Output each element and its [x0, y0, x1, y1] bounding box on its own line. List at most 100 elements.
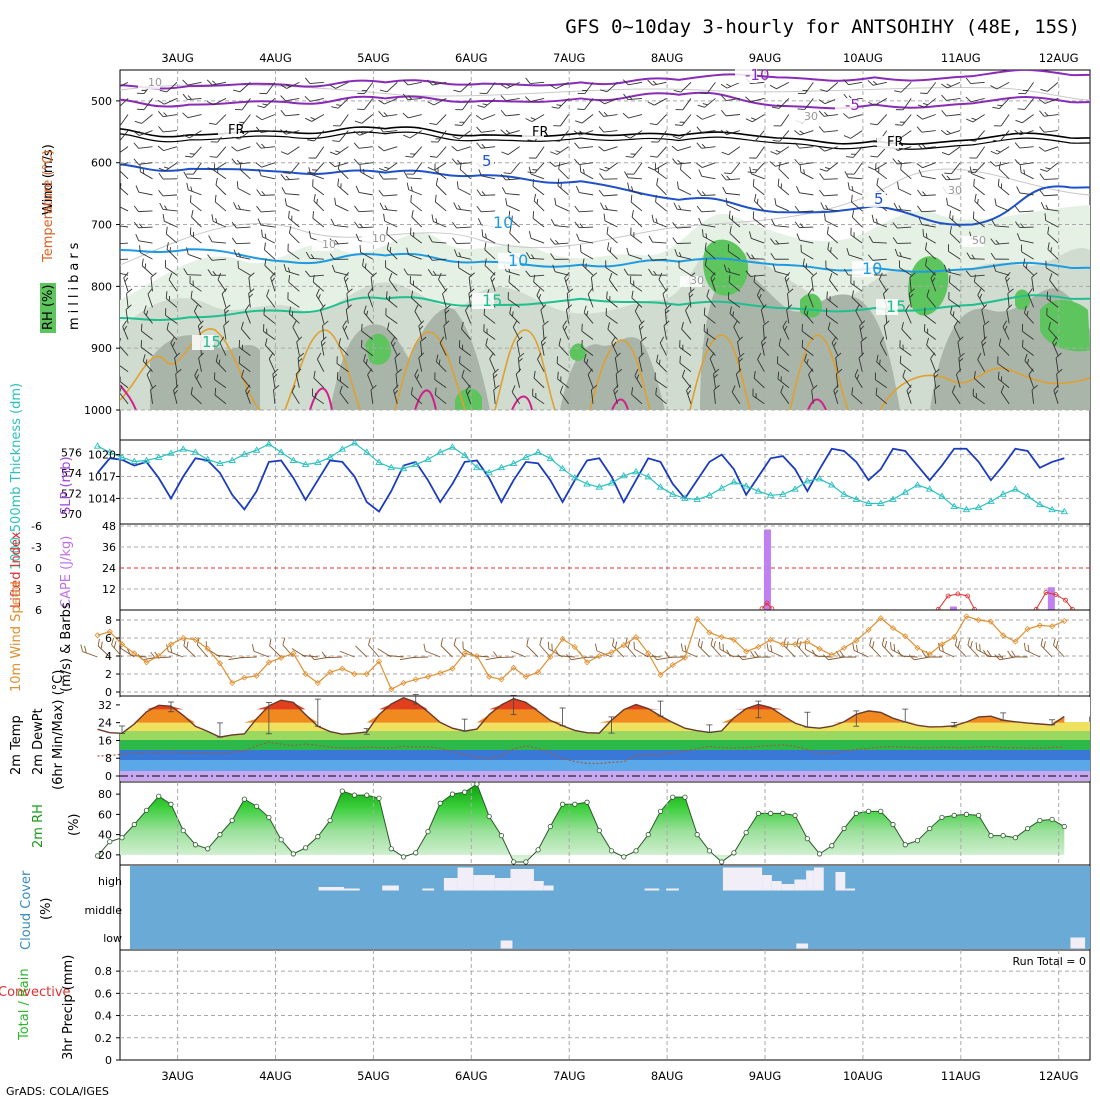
barb-flag	[190, 387, 193, 395]
wind-barb	[782, 320, 790, 340]
barb-shaft	[358, 226, 373, 229]
barb-shaft	[633, 162, 643, 175]
barb-shaft	[811, 389, 814, 404]
barb-flag	[647, 79, 654, 86]
barb-flag	[379, 89, 388, 93]
barb-flag	[536, 198, 539, 204]
barb-shaft	[902, 98, 912, 111]
wind-barb	[451, 146, 471, 152]
wind-speed-point	[510, 664, 517, 671]
wind-speed-point	[828, 652, 835, 659]
li-point	[965, 593, 971, 599]
barb-flag	[599, 168, 607, 172]
wind-barb	[749, 146, 765, 159]
wind-barb	[552, 130, 569, 142]
barb-shaft	[188, 189, 202, 196]
wind-barb	[703, 324, 716, 340]
barb-shaft	[775, 162, 789, 167]
barb-flag	[280, 174, 286, 181]
precip-grid	[120, 950, 1090, 1060]
barb-flag	[672, 237, 678, 244]
barb-flag	[623, 93, 629, 100]
wind-barb	[231, 146, 251, 152]
barb-flag	[777, 178, 780, 186]
barb-flag	[780, 183, 782, 189]
barb-flag	[851, 387, 854, 395]
barb-shaft	[253, 650, 270, 658]
barb-shaft	[217, 279, 227, 292]
barb-flag	[745, 118, 753, 123]
barb-flag	[532, 211, 535, 219]
barb-shaft	[908, 293, 912, 308]
barb-flag	[361, 340, 363, 348]
temp-hot-fill	[97, 697, 1065, 723]
barb-flag	[406, 247, 409, 255]
barb-flag	[728, 292, 730, 300]
thickness-point	[448, 443, 457, 450]
wind-barb	[256, 205, 275, 213]
bottom-date-label: 4AUG	[259, 1069, 292, 1083]
barb-shaft	[241, 328, 251, 340]
wind-barb	[956, 368, 962, 388]
tick-label: 8	[105, 752, 112, 765]
barb-flag	[649, 123, 657, 126]
barb-flag	[577, 108, 585, 110]
barb-shaft	[163, 114, 178, 118]
wind-barb	[158, 190, 178, 197]
isotherm--10	[120, 70, 1090, 90]
contour-label: 30	[690, 274, 704, 287]
bottom-date-label: 12AUG	[1039, 1069, 1079, 1083]
barb-shaft	[1027, 294, 1035, 308]
wind-barb	[183, 268, 202, 276]
barb-shaft	[312, 217, 325, 228]
rh-point	[388, 846, 394, 852]
barb-flag	[798, 640, 802, 649]
rh-point	[266, 814, 272, 821]
wind-barb	[656, 177, 667, 196]
barb-flag	[485, 233, 487, 239]
rh-shading	[120, 84, 1090, 411]
thickness-point	[558, 464, 567, 472]
rh-legend-swatch	[40, 283, 56, 333]
contour-label: 10	[493, 213, 513, 232]
li-line	[937, 593, 975, 610]
barb-flag	[305, 77, 311, 84]
barb-flag	[296, 336, 303, 343]
barb-flag	[109, 83, 115, 90]
rh-point	[743, 830, 749, 836]
barb-flag	[284, 198, 287, 206]
barb-shaft	[972, 395, 985, 405]
tick-label: 600	[91, 157, 112, 170]
barb-flag	[679, 340, 681, 348]
wind-barb	[295, 368, 302, 388]
barb-flag	[827, 242, 830, 250]
barb-shaft	[506, 81, 520, 89]
barb-flag	[493, 651, 499, 658]
wind-barb	[284, 198, 300, 212]
wind-barb	[774, 198, 790, 212]
barb-flag	[732, 311, 735, 317]
barb-shaft	[326, 656, 343, 659]
convective-label: Convective	[0, 985, 71, 1000]
barb-flag	[653, 270, 657, 276]
wind-barb	[120, 168, 129, 180]
surface-barb	[554, 649, 575, 658]
cloud-high-span	[510, 869, 534, 891]
barb-shaft	[125, 309, 129, 324]
barb-shaft	[456, 208, 471, 212]
barb-flag	[819, 173, 825, 180]
barb-flag	[883, 320, 890, 327]
barb-shaft	[997, 146, 1010, 155]
barb-shaft	[634, 375, 643, 388]
wind-barb	[826, 308, 839, 324]
wind-barb	[771, 98, 790, 109]
wind-barb	[334, 197, 349, 212]
barb-shaft	[346, 293, 349, 308]
wind-barb	[855, 304, 863, 324]
rh-point	[241, 796, 248, 802]
barb-shaft	[533, 377, 545, 389]
barb-shaft	[787, 293, 790, 308]
barb-shaft	[537, 359, 545, 372]
barb-shaft	[183, 645, 196, 658]
wind-barb	[702, 229, 716, 244]
